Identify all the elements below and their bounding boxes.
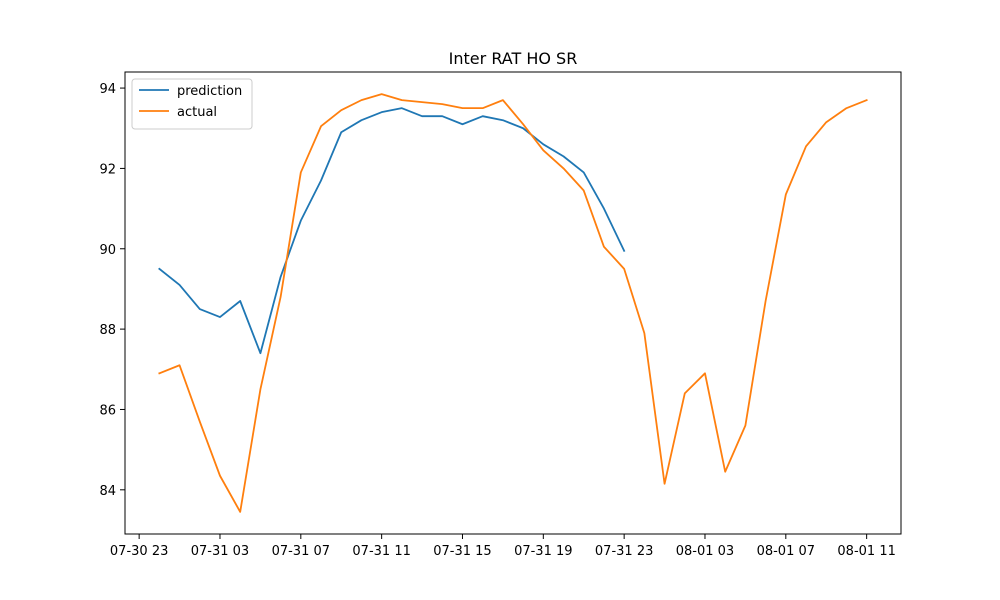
x-tick-label: 07-31 11 [352, 544, 410, 559]
series-layer [158, 93, 868, 513]
x-tick-label: 07-31 03 [191, 544, 249, 559]
x-tick-label: 07-31 15 [433, 544, 491, 559]
series-line-actual [158, 93, 868, 513]
x-tick-label: 07-31 07 [272, 544, 330, 559]
x-axis: 07-30 23 07-31 03 07-31 07 07-31 11 07-31 15… [110, 534, 896, 559]
legend: prediction actual [131, 78, 253, 130]
x-tick-label: 08-01 03 [676, 544, 734, 559]
x-tick-label: 08-01 11 [837, 544, 895, 559]
chart-title: Inter RAT HO SR [449, 49, 578, 68]
x-tick-label: 07-31 23 [595, 544, 653, 559]
y-tick-label: 92 [99, 162, 116, 177]
y-tick-label: 86 [99, 403, 116, 418]
y-tick-label: 88 [99, 323, 116, 338]
x-tick-label: 08-01 07 [757, 544, 815, 559]
y-tick-label: 90 [99, 243, 116, 258]
series-line-prediction [158, 107, 626, 355]
y-tick-label: 94 [99, 82, 116, 97]
legend-label-prediction: prediction [177, 84, 242, 99]
y-axis: 84 86 88 90 92 94 [99, 82, 125, 499]
x-tick-label: 07-30 23 [110, 544, 168, 559]
y-tick-label: 84 [99, 484, 116, 499]
legend-box [131, 78, 253, 130]
axes-frame [124, 71, 902, 535]
legend-label-actual: actual [177, 105, 217, 120]
x-tick-label: 07-31 19 [514, 544, 572, 559]
